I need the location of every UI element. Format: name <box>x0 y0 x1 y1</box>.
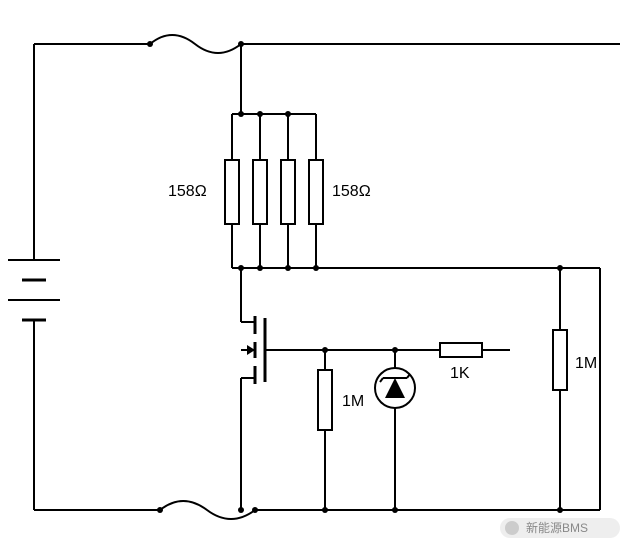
resistor-bank-1 <box>225 114 239 268</box>
node <box>257 265 263 271</box>
node <box>313 265 319 271</box>
watermark-text: 新能源BMS <box>526 520 588 535</box>
resistor-right-1m <box>553 268 567 510</box>
tvs-diode <box>375 350 415 510</box>
fuse-top <box>147 35 244 53</box>
label-r-1m-right: 1M <box>575 355 597 372</box>
watermark: 新能源BMS <box>500 518 620 538</box>
label-r-left: 158Ω <box>168 183 207 200</box>
label-r-1k: 1K <box>450 365 470 382</box>
node <box>285 265 291 271</box>
node <box>392 507 398 513</box>
node <box>557 507 563 513</box>
node <box>322 507 328 513</box>
node <box>238 111 244 117</box>
circuit-schematic: 158Ω 158Ω 1M <box>0 0 626 541</box>
resistor-bank-4 <box>309 114 323 268</box>
resistor-bank-2 <box>253 114 267 268</box>
label-r-right: 158Ω <box>332 183 371 200</box>
resistor-bank <box>225 114 323 268</box>
resistor-gate-pulldown <box>318 350 332 510</box>
node <box>238 507 244 513</box>
label-r-pulldown: 1M <box>342 393 364 410</box>
battery <box>8 260 60 320</box>
resistor-bank-3 <box>281 114 295 268</box>
resistor-gate-series <box>440 343 510 357</box>
